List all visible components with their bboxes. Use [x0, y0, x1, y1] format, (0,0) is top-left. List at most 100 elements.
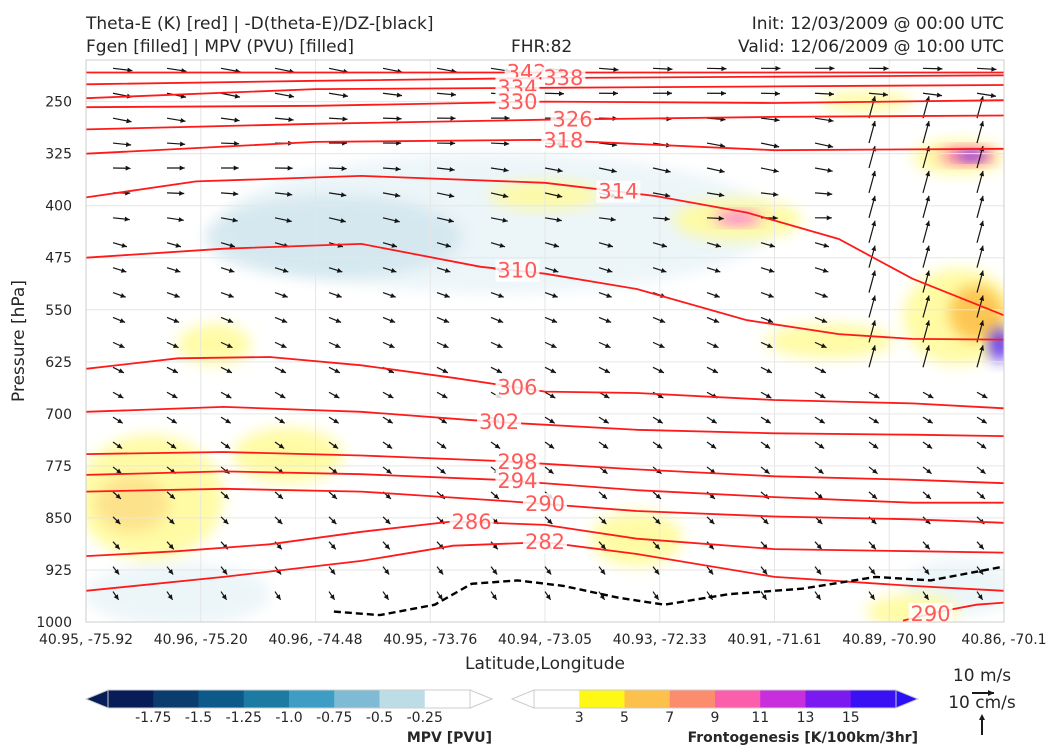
- wind-arrow-head: [656, 443, 663, 449]
- wind-arrow-head: [545, 594, 551, 600]
- wind-arrow-head: [613, 90, 619, 96]
- wind-arrow-head: [606, 293, 612, 298]
- colorbar-extend-right: [895, 689, 920, 709]
- wind-arrow-head: [444, 268, 451, 273]
- wind-arrow-head: [924, 569, 930, 575]
- wind-arrow-head: [330, 543, 336, 550]
- wind-arrow-head: [870, 543, 876, 550]
- wind-arrow-head: [979, 320, 985, 326]
- wind-arrow-head: [281, 318, 288, 323]
- wind-arrow-head: [497, 318, 504, 323]
- wind-arrow-head: [502, 193, 509, 199]
- contour-label-bg: [541, 129, 586, 152]
- wind-arrow-head: [927, 418, 933, 424]
- wind-arrow-head: [550, 368, 556, 373]
- wind-arrow-head: [775, 65, 781, 71]
- wind-arrow-head: [774, 117, 780, 123]
- wind-arrow-head: [224, 443, 231, 449]
- contour-label-bg: [541, 66, 586, 89]
- wind-arrow-head: [978, 543, 984, 550]
- contour-label-bg: [550, 108, 595, 131]
- contour-label-bg: [908, 602, 953, 622]
- wind-arrow-head: [981, 418, 987, 424]
- colorbar-segment: [424, 690, 471, 708]
- wind-arrow-head: [613, 67, 619, 72]
- wind-arrow-head: [718, 215, 724, 221]
- wind-arrow-head: [229, 242, 235, 248]
- wind-arrow-head: [611, 168, 617, 174]
- wind-arrow-head: [657, 393, 664, 399]
- wind-arrow-head: [871, 295, 877, 301]
- y-axis-label: Pressure [hPa]: [9, 280, 29, 402]
- wind-arrow-head: [664, 216, 670, 222]
- colorbar-segment: [850, 690, 897, 708]
- colorbar-segment: [805, 690, 852, 708]
- wind-arrow-head: [442, 343, 449, 348]
- wind-arrow-head: [172, 368, 178, 373]
- contour-label-298: 298: [497, 450, 537, 474]
- wind-arrow-head: [658, 343, 665, 348]
- wind-arrow-head: [601, 493, 607, 499]
- wind-arrow-head: [171, 418, 177, 424]
- contour-label-bg: [477, 411, 522, 434]
- wind-arrow-head: [125, 165, 131, 171]
- wind-arrow-head: [333, 418, 339, 424]
- wind-arrow-head: [991, 66, 997, 72]
- wind-arrow-head: [286, 191, 293, 197]
- wind-arrow-head: [223, 493, 229, 499]
- wind-arrow-head: [493, 493, 499, 499]
- wind-arrow-head: [606, 268, 613, 273]
- wind-arrow-head: [234, 93, 241, 99]
- wind-key-horizontal-label: 10 m/s: [953, 666, 1011, 686]
- wind-arrow-head: [766, 343, 773, 348]
- contour-label-314: 314: [598, 180, 638, 204]
- y-tick-label: 850: [45, 511, 72, 527]
- colorbar-tick-label: -1.5: [185, 710, 212, 726]
- wind-arrow-head: [120, 293, 126, 298]
- x-axis: 40.95, -75.92 40.96, -75.20 40.96, -74.48 4…: [39, 632, 1047, 648]
- wind-arrow-head: [765, 418, 771, 424]
- contour-label-302: 302: [479, 410, 519, 434]
- wind-arrow-head: [277, 493, 283, 499]
- y-tick-label: 700: [45, 407, 72, 423]
- wind-arrow-head: [336, 268, 343, 273]
- wind-arrow-head: [979, 345, 985, 351]
- colorbar-tick-label: -0.5: [366, 710, 393, 726]
- wind-arrow-head: [496, 368, 502, 373]
- wind-arrow-head: [499, 242, 505, 248]
- fgen-fill-area: [177, 323, 252, 366]
- fgen-fill-area: [988, 327, 1004, 362]
- wind-key-vertical-arrowhead: [979, 714, 985, 720]
- wind-arrow-head: [173, 318, 180, 323]
- colorbar-tick-label: 13: [797, 710, 815, 726]
- wind-arrow-head: [980, 443, 987, 449]
- wind-arrow-head: [222, 569, 228, 575]
- colorbar-segment: [669, 690, 716, 708]
- wind-arrow-head: [437, 594, 443, 600]
- wind-arrow-head: [178, 217, 184, 223]
- fgen-fill-area: [95, 476, 169, 532]
- wind-arrow-head: [388, 343, 395, 348]
- contour-label-326: 326: [552, 107, 592, 131]
- wind-arrow-head: [384, 543, 390, 550]
- wind-arrow-head: [821, 318, 828, 323]
- wind-arrow-head: [384, 569, 390, 575]
- colorbar-extend-left: [510, 689, 535, 709]
- wind-arrow-head: [113, 594, 119, 600]
- wind-arrow-head: [604, 343, 611, 348]
- wind-arrow-head: [764, 443, 771, 449]
- colorbar-tick-label: 15: [842, 710, 860, 726]
- colorbar-extend-right: [469, 689, 494, 709]
- mpv-colorbar: -1.75 -1.5 -1.25 -1.0 -0.75 -0.5 -0.25: [84, 689, 494, 726]
- wind-arrow-head: [556, 193, 563, 199]
- wind-arrow-head: [871, 121, 877, 127]
- wind-arrow-head: [226, 343, 233, 348]
- wind-arrow-head: [818, 468, 824, 474]
- contour-label-bg: [596, 180, 641, 203]
- wind-arrow-head: [115, 518, 121, 525]
- wind-arrow-head: [823, 242, 829, 248]
- wind-key: 10 m/s 10 cm/s: [948, 666, 1016, 735]
- wind-arrow-head: [117, 418, 123, 424]
- wind-arrow-head: [332, 443, 339, 449]
- wind-arrow-head: [116, 443, 123, 449]
